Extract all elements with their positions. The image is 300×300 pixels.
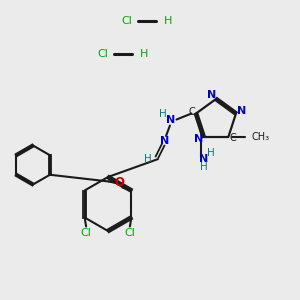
Text: Cl: Cl: [124, 228, 135, 238]
Text: H: H: [144, 154, 152, 164]
Text: O: O: [114, 176, 124, 189]
Text: H: H: [140, 49, 148, 59]
Text: C: C: [230, 134, 236, 143]
Text: Cl: Cl: [97, 49, 108, 59]
Text: N: N: [207, 89, 216, 100]
Text: C: C: [188, 107, 195, 117]
Text: N: N: [166, 115, 175, 124]
Text: CH₃: CH₃: [252, 132, 270, 142]
Text: N: N: [237, 106, 246, 116]
Text: H: H: [200, 162, 208, 172]
Text: H: H: [207, 148, 215, 158]
Text: N: N: [160, 136, 169, 146]
Text: H: H: [164, 16, 172, 26]
Text: Cl: Cl: [81, 228, 92, 238]
Text: N: N: [194, 134, 203, 144]
Text: H: H: [159, 110, 167, 119]
Text: N: N: [199, 154, 208, 164]
Text: Cl: Cl: [121, 16, 132, 26]
